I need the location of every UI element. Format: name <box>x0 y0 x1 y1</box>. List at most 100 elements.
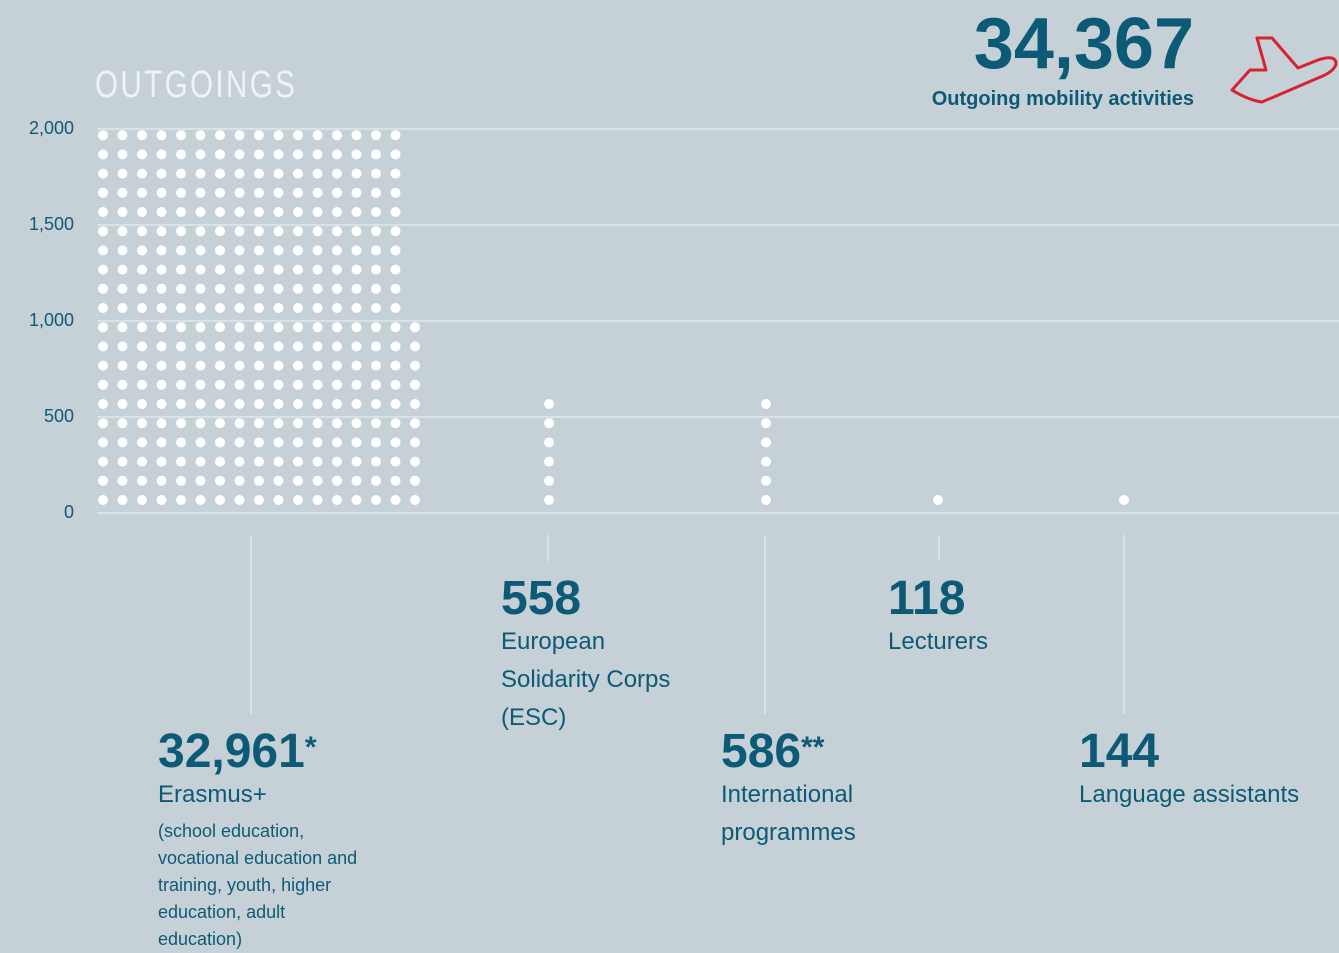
dot <box>351 283 362 294</box>
dot <box>312 149 323 160</box>
dot <box>351 264 362 275</box>
dot <box>390 187 401 198</box>
dot <box>215 437 225 448</box>
dot <box>137 207 147 217</box>
dot <box>293 341 303 352</box>
dot <box>293 168 303 179</box>
dot <box>156 456 167 467</box>
dot <box>544 437 554 448</box>
dot <box>234 187 245 198</box>
dot <box>98 399 108 409</box>
dot <box>332 226 342 237</box>
dot <box>312 341 323 352</box>
value-label: 144 <box>1079 728 1339 776</box>
dot <box>312 130 323 141</box>
dot <box>117 341 128 352</box>
dot <box>137 456 147 467</box>
dot <box>98 418 108 429</box>
dot <box>117 322 128 333</box>
dot <box>312 475 323 486</box>
dot <box>176 437 186 448</box>
dot <box>215 187 225 198</box>
dot <box>273 341 284 352</box>
dot <box>410 437 420 448</box>
dot <box>293 399 303 409</box>
dot <box>332 437 342 448</box>
dot <box>98 245 108 256</box>
dot <box>761 456 771 467</box>
value-text: 32,961 <box>158 725 305 778</box>
dot <box>98 303 108 313</box>
dot <box>410 399 420 409</box>
value-label: 32,961* <box>158 728 418 776</box>
dot <box>312 322 323 333</box>
dot <box>195 495 206 505</box>
dot <box>312 283 323 294</box>
dot <box>254 303 264 313</box>
dot <box>156 437 167 448</box>
dot <box>254 475 264 486</box>
dot <box>254 187 264 198</box>
dot <box>254 283 264 294</box>
dot <box>156 149 167 160</box>
dot <box>390 456 401 467</box>
dot <box>215 130 225 141</box>
dot <box>215 475 225 486</box>
dot <box>312 399 323 409</box>
dot <box>390 226 401 237</box>
dot <box>273 418 284 429</box>
dot <box>215 226 225 237</box>
dot <box>195 399 206 409</box>
dot <box>351 303 362 313</box>
dot <box>176 283 186 294</box>
dot <box>273 456 284 467</box>
dot <box>293 360 303 371</box>
dot <box>371 437 381 448</box>
dot <box>156 360 167 371</box>
dot <box>195 226 206 237</box>
dot <box>273 226 284 237</box>
dot <box>544 418 554 429</box>
dot <box>137 341 147 352</box>
dot <box>371 226 381 237</box>
dot <box>117 149 128 160</box>
dot <box>761 475 771 486</box>
dot <box>254 207 264 217</box>
dot <box>293 418 303 429</box>
value-label: 118 <box>888 575 1148 623</box>
dot <box>195 303 206 313</box>
dot <box>195 456 206 467</box>
dot <box>176 475 186 486</box>
dot <box>273 379 284 390</box>
dot <box>254 456 264 467</box>
dot <box>176 149 186 160</box>
dot <box>176 226 186 237</box>
dot <box>544 399 554 409</box>
dot <box>195 149 206 160</box>
dot <box>390 399 401 409</box>
dot <box>117 303 128 313</box>
dot <box>933 495 943 505</box>
dot <box>234 149 245 160</box>
dot <box>390 379 401 390</box>
dot <box>332 187 342 198</box>
dot <box>98 379 108 390</box>
dot <box>98 207 108 217</box>
dot <box>371 418 381 429</box>
dot <box>156 264 167 275</box>
dot <box>293 130 303 141</box>
dot <box>137 245 147 256</box>
dot <box>390 322 401 333</box>
dot <box>390 418 401 429</box>
dot <box>332 264 342 275</box>
dot <box>234 264 245 275</box>
total: 34,367 <box>973 4 1194 84</box>
dot <box>176 495 186 505</box>
dot <box>351 456 362 467</box>
dot <box>234 379 245 390</box>
dot <box>98 283 108 294</box>
dot <box>176 360 186 371</box>
dot <box>117 283 128 294</box>
dot <box>273 245 284 256</box>
dot <box>156 226 167 237</box>
